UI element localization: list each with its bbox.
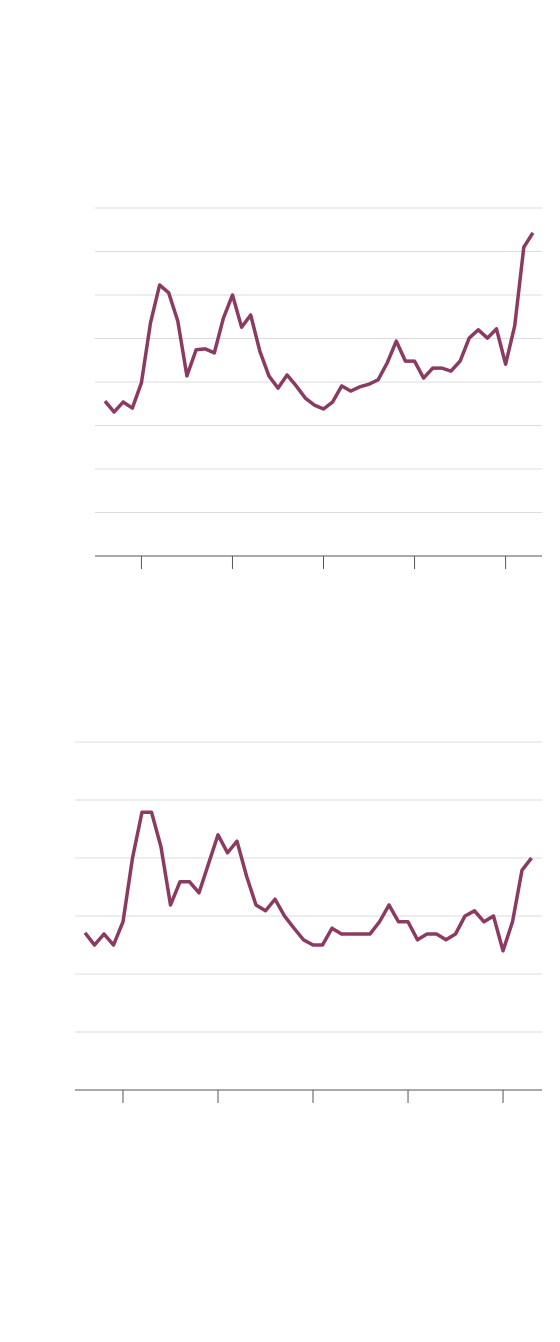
data-line (83, 810, 533, 953)
data-line (103, 231, 535, 414)
